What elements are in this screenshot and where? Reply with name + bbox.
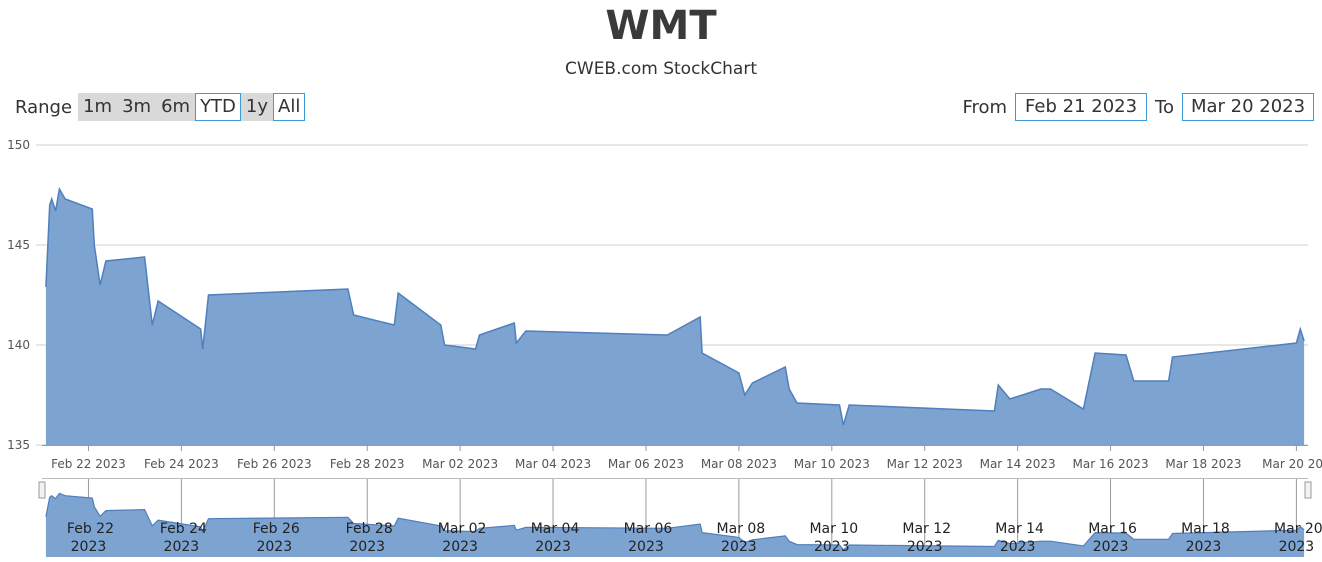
navigator-tick-label: Feb 26: [253, 521, 300, 537]
x-tick-label: Mar 18 2023: [1165, 457, 1241, 471]
navigator-right-handle[interactable]: [1304, 481, 1312, 499]
navigator-tick-label: Mar 06: [624, 521, 673, 537]
from-label: From: [962, 96, 1008, 118]
range-label: Range: [15, 96, 73, 118]
navigator-tick-label: Mar 08: [717, 521, 766, 537]
x-tick-label: Mar 08 2023: [701, 457, 777, 471]
chart-subtitle: CWEB.com StockChart: [565, 59, 757, 79]
price-line: [45, 186, 1305, 426]
date-range-inputs: From Feb 21 2023 To Mar 20 2023: [954, 93, 1314, 121]
x-tick-label: Mar 04 2023: [515, 457, 591, 471]
range-button-3m[interactable]: 3m: [117, 93, 157, 121]
navigator-tick-year: 2023: [349, 539, 385, 555]
navigator-line: [45, 492, 1305, 551]
y-tick-label: 145: [7, 238, 30, 252]
navigator-left-handle[interactable]: [38, 481, 46, 499]
navigator-tick-label: Mar 18: [1181, 521, 1230, 537]
navigator-area: [45, 493, 1305, 557]
chart-title: WMT: [605, 3, 717, 49]
x-tick-label: Mar 06 2023: [608, 457, 684, 471]
y-tick-label: 150: [7, 138, 30, 152]
navigator-tick-label: Feb 22: [67, 521, 114, 537]
y-tick-label: 135: [7, 438, 30, 452]
navigator-tick-label: Mar 10: [809, 521, 858, 537]
x-tick-label: Feb 28 2023: [330, 457, 405, 471]
navigator-tick-year: 2023: [814, 539, 850, 555]
main-grid: [36, 144, 1308, 446]
navigator-tick-label: Mar 12: [902, 521, 951, 537]
y-tick-label: 140: [7, 338, 30, 352]
y-axis: 135 140 145 150: [7, 138, 30, 452]
to-label: To: [1155, 96, 1174, 118]
navigator-tick-year: 2023: [535, 539, 571, 555]
navigator-tick-year: 2023: [907, 539, 943, 555]
price-area: [45, 189, 1305, 445]
navigator-tick-year: 2023: [1279, 539, 1315, 555]
navigator-tick-label: Mar 14: [995, 521, 1044, 537]
navigator-tick-label: Mar 20: [1274, 521, 1322, 537]
navigator-tick-label: Feb 24: [160, 521, 207, 537]
navigator-tick-year: 2023: [721, 539, 757, 555]
range-button-all[interactable]: All: [273, 93, 306, 121]
navigator[interactable]: Feb 22 2023 Feb 24 2023 Feb 26 2023 Feb 28 2023…: [38, 478, 1322, 558]
x-tick-label: Mar 20 202: [1262, 457, 1322, 471]
navigator-tick-year: 2023: [71, 539, 107, 555]
navigator-tick-year: 2023: [1000, 539, 1036, 555]
range-button-1y[interactable]: 1y: [240, 93, 274, 121]
navigator-tick-year: 2023: [442, 539, 478, 555]
x-tick-label: Feb 26 2023: [237, 457, 312, 471]
range-button-1m[interactable]: 1m: [78, 93, 118, 121]
navigator-tick-label: Mar 04: [531, 521, 580, 537]
range-button-ytd[interactable]: YTD: [195, 93, 241, 121]
x-tick-label: Mar 02 2023: [422, 457, 498, 471]
navigator-tick-year: 2023: [628, 539, 664, 555]
navigator-tick-year: 2023: [256, 539, 292, 555]
x-axis: Feb 22 2023 Feb 24 2023 Feb 26 2023 Feb 28 …: [42, 445, 1322, 471]
x-tick-label: Mar 12 2023: [887, 457, 963, 471]
navigator-tick-label: Feb 28: [346, 521, 393, 537]
x-tick-label: Mar 14 2023: [980, 457, 1056, 471]
x-tick-label: Mar 16 2023: [1073, 457, 1149, 471]
x-tick-label: Feb 22 2023: [51, 457, 126, 471]
to-date-input[interactable]: Mar 20 2023: [1182, 93, 1314, 121]
navigator-tick-label: Mar 16: [1088, 521, 1137, 537]
x-tick-label: Feb 24 2023: [144, 457, 219, 471]
navigator-tick-label: Mar 02: [438, 521, 487, 537]
range-selector: Range 1m 3m 6m YTD 1y All: [15, 93, 306, 121]
navigator-tick-year: 2023: [164, 539, 200, 555]
navigator-tick-year: 2023: [1093, 539, 1129, 555]
range-button-6m[interactable]: 6m: [156, 93, 196, 121]
x-tick-label: Mar 10 2023: [794, 457, 870, 471]
navigator-tick-year: 2023: [1186, 539, 1222, 555]
from-date-input[interactable]: Feb 21 2023: [1015, 93, 1148, 121]
